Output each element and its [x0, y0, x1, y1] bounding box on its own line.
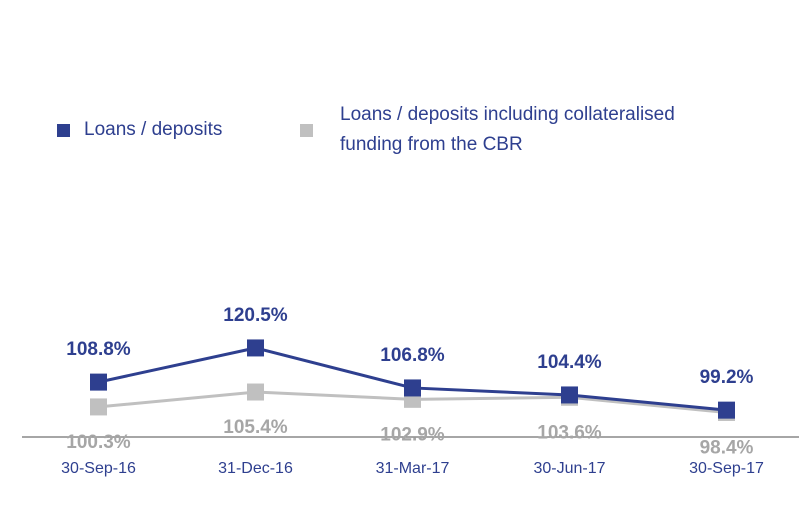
legend-swatch [300, 123, 313, 137]
point-marker [247, 383, 264, 401]
data-label: 105.4% [223, 417, 288, 438]
point-marker [247, 339, 264, 357]
data-label: 102.9% [380, 424, 445, 445]
x-tick-label: 31-Dec-16 [218, 460, 293, 477]
point-marker [90, 398, 107, 416]
x-tick-label: 31-Mar-17 [376, 460, 450, 477]
x-tick-label: 30-Jun-17 [533, 460, 605, 477]
data-label: 120.5% [223, 305, 288, 326]
data-label: 98.4% [700, 437, 754, 458]
data-label: 106.8% [380, 345, 445, 366]
point-marker [404, 379, 421, 397]
data-label: 100.3% [66, 432, 131, 453]
data-label: 108.8% [66, 339, 131, 360]
x-tick-label: 30-Sep-17 [689, 460, 764, 477]
legend-item: Loans / deposits [57, 115, 222, 145]
point-marker [90, 373, 107, 391]
x-tick-label: 30-Sep-16 [61, 460, 136, 477]
point-marker [561, 386, 578, 404]
legend-swatch [57, 123, 70, 137]
legend-item: Loans / deposits including collateralise… [300, 100, 720, 160]
data-label: 103.6% [537, 422, 602, 443]
legend-label: Loans / deposits [84, 119, 223, 140]
legend-label: Loans / deposits including collateralise… [340, 104, 675, 155]
point-marker [718, 401, 735, 419]
data-label: 104.4% [537, 352, 602, 373]
data-label: 99.2% [700, 367, 754, 388]
